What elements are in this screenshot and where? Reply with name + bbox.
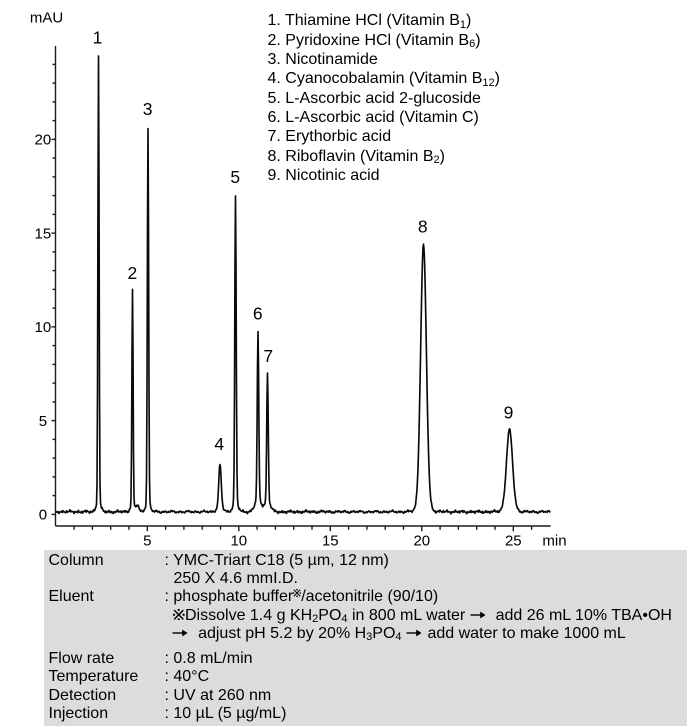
svg-text:8: 8 bbox=[418, 216, 428, 236]
svg-text:9: 9 bbox=[504, 402, 514, 422]
svg-text:2: 2 bbox=[128, 263, 138, 283]
svg-text:5: 5 bbox=[143, 532, 151, 549]
svg-text:6: 6 bbox=[253, 304, 263, 324]
svg-text:3: 3 bbox=[143, 99, 153, 119]
svg-text:5: 5 bbox=[39, 413, 47, 430]
svg-text:5: 5 bbox=[230, 167, 240, 187]
svg-text:20: 20 bbox=[35, 132, 52, 149]
svg-text:0: 0 bbox=[39, 507, 47, 524]
svg-text:1: 1 bbox=[93, 27, 103, 47]
svg-text:10: 10 bbox=[230, 532, 247, 549]
svg-text:15: 15 bbox=[35, 225, 52, 242]
svg-text:25: 25 bbox=[505, 532, 522, 549]
svg-text:4: 4 bbox=[214, 434, 224, 454]
svg-text:min: min bbox=[542, 532, 566, 549]
svg-text:15: 15 bbox=[322, 532, 339, 549]
svg-text:10: 10 bbox=[35, 319, 52, 336]
svg-text:20: 20 bbox=[413, 532, 430, 549]
svg-text:7: 7 bbox=[263, 346, 273, 366]
svg-text:mAU: mAU bbox=[30, 9, 63, 26]
